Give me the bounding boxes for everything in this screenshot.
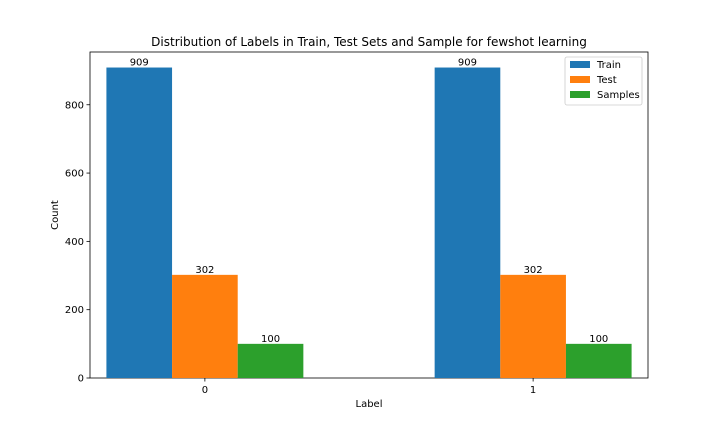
y-tick-label: 200 — [65, 305, 84, 316]
legend: Train Test Samples — [564, 56, 643, 106]
y-axis-label: Count — [50, 200, 61, 230]
data-label-train-1: 909 — [458, 58, 477, 69]
x-tick-label: 1 — [530, 385, 536, 396]
bar-train-0 — [106, 67, 173, 379]
x-tick-label: 0 — [202, 385, 208, 396]
y-axis: 0 200 400 600 800 — [65, 100, 90, 385]
y-tick-label: 400 — [65, 237, 84, 248]
bar-train-1 — [434, 67, 501, 379]
data-label-train-0: 909 — [130, 58, 149, 69]
data-label-test-0: 302 — [195, 265, 214, 276]
legend-swatch-samples — [570, 91, 590, 98]
legend-swatch-train — [570, 61, 590, 68]
y-tick-label: 0 — [78, 374, 84, 385]
bar-samples-1 — [565, 343, 632, 378]
bar-test-0 — [172, 274, 238, 378]
bar-samples-0 — [237, 343, 304, 378]
data-label-test-1: 302 — [524, 265, 543, 276]
data-label-samples-0: 100 — [261, 334, 280, 345]
data-label-samples-1: 100 — [589, 334, 608, 345]
legend-swatch-test — [570, 76, 590, 83]
plot-area — [89, 51, 649, 379]
legend-label-train: Train — [596, 60, 621, 71]
bars-layer: 909 909 302 302 100 100 — [106, 58, 632, 379]
y-tick-label: 800 — [65, 100, 84, 111]
legend-label-samples: Samples — [597, 90, 640, 101]
y-tick-label: 600 — [65, 169, 84, 180]
bar-test-1 — [500, 274, 566, 378]
x-axis-label: Label — [356, 399, 383, 410]
legend-label-test: Test — [596, 75, 617, 86]
chart-title: Distribution of Labels in Train, Test Se… — [151, 35, 587, 49]
